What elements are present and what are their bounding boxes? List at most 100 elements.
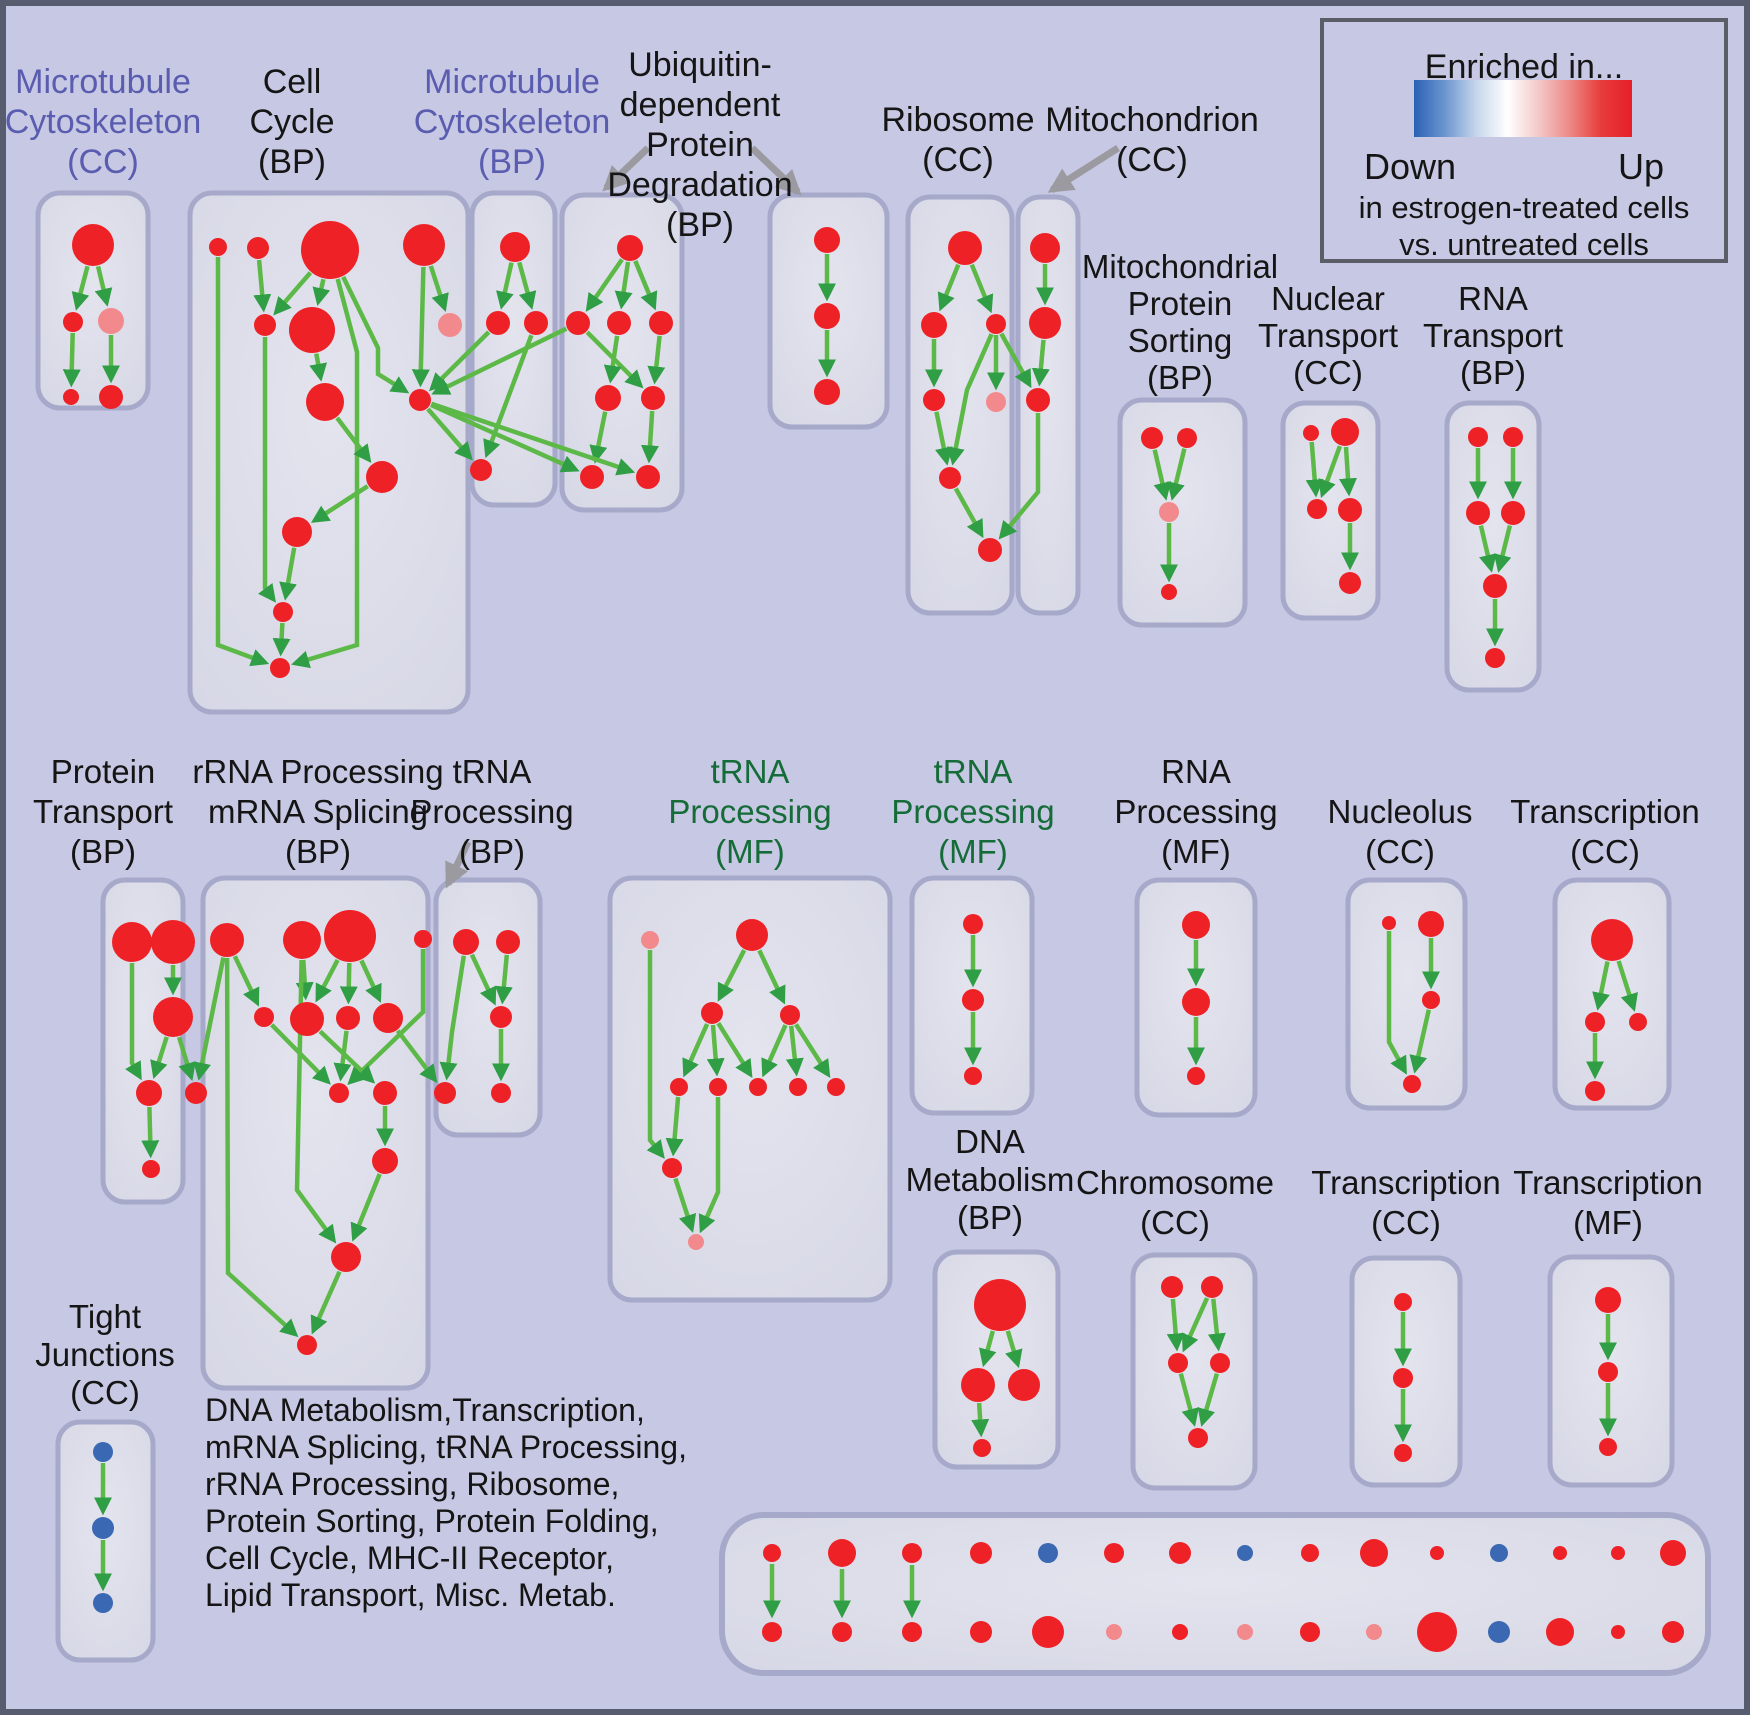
node-cell-cycle-bp-5 xyxy=(289,307,335,353)
node-rrna-bp-7 xyxy=(373,1003,403,1033)
summary-dot-bottom-4 xyxy=(1032,1616,1064,1648)
edge-trna-mf-big-0-9 xyxy=(646,950,665,1159)
legend-gradient-bar xyxy=(1414,80,1632,137)
edge-mitochondrion-cc-1-2 xyxy=(1031,339,1050,387)
node-mito-sorting-1 xyxy=(1177,428,1197,448)
node-microtubule-bp-1 xyxy=(486,311,510,335)
nodes-layer xyxy=(63,221,1686,1652)
edge-nuclear-transport-1-3 xyxy=(1339,446,1357,497)
node-ribosome-cc-3 xyxy=(923,389,945,411)
node-rrna-bp-2 xyxy=(324,910,376,962)
edge-cell-cycle-bp-10-11 xyxy=(279,547,297,601)
edge-trna-mf-big-1-3 xyxy=(757,949,786,1005)
node-cell-cycle-bp-4 xyxy=(254,314,276,336)
node-transcription-cc-1-0 xyxy=(1591,919,1633,961)
edge-ribosome-cc-3-5 xyxy=(934,411,953,466)
node-transcription-cc-2-2 xyxy=(1394,1444,1412,1462)
edge-ubiquitin-bp-1-0-2 xyxy=(614,261,633,310)
node-microtubule-cc-1 xyxy=(63,312,83,332)
summary-dot-bottom-9 xyxy=(1366,1624,1382,1640)
legend-up-label: Up xyxy=(1617,146,1664,187)
node-trna-mf-big-7 xyxy=(789,1078,807,1096)
node-ubiquitin-bp-2-2 xyxy=(814,379,840,405)
node-protein-transport-0 xyxy=(112,922,152,962)
box-rna-transport xyxy=(1444,400,1542,693)
node-chromosome-cc-0 xyxy=(1161,1276,1183,1298)
node-tight-junctions-2 xyxy=(93,1593,113,1613)
edge-trna-mf-big-9-10 xyxy=(673,1177,697,1233)
summary-dot-bottom-7 xyxy=(1237,1624,1253,1640)
gray-callout-arrow-1 xyxy=(749,145,802,196)
edge-trna-mf-big-3-6 xyxy=(761,1024,788,1078)
summary-dot-bottom-2 xyxy=(902,1622,922,1642)
node-chromosome-cc-2 xyxy=(1168,1353,1188,1373)
box-summary-clusters xyxy=(719,1512,1711,1676)
node-cell-cycle-bp-0 xyxy=(209,238,227,256)
node-nuclear-transport-0 xyxy=(1303,425,1319,441)
gray-callout-arrow-0 xyxy=(602,145,651,192)
node-nucleolus-cc-1 xyxy=(1418,911,1444,937)
edge-dna-metabolism-0-1 xyxy=(979,1330,997,1368)
edge-ubiquitin-bp-1-2-4 xyxy=(603,335,622,384)
edge-cell-cycle-bp-5-7 xyxy=(309,353,328,382)
node-tight-junctions-1 xyxy=(92,1517,114,1539)
legend-down-label: Down xyxy=(1364,146,1457,187)
node-trna-bp-4 xyxy=(491,1083,511,1103)
node-mitochondrion-cc-1 xyxy=(1029,307,1061,339)
node-trna-mf-2-2 xyxy=(964,1067,982,1085)
summary-dot-bottom-10 xyxy=(1417,1612,1457,1652)
node-mito-sorting-3 xyxy=(1161,584,1177,600)
node-rna-mf-2 xyxy=(1187,1067,1205,1085)
edge-dna-metabolism-0-2 xyxy=(1005,1330,1023,1369)
node-trna-bp-2 xyxy=(490,1006,512,1028)
edge-chromosome-cc-0-2 xyxy=(1166,1298,1185,1352)
edge-chromosome-cc-1-2 xyxy=(1181,1297,1210,1353)
node-ribosome-cc-0 xyxy=(948,231,982,265)
node-cell-cycle-bp-2 xyxy=(301,221,359,279)
node-cell-cycle-bp-12 xyxy=(270,658,290,678)
edge-chromosome-cc-3-4 xyxy=(1197,1372,1220,1427)
edges-layer xyxy=(62,254,1638,1619)
edge-rna-transport-2-4 xyxy=(1478,525,1497,573)
edge-ubiquitin-bp-1-0-1 xyxy=(585,258,624,312)
edge-cell-cycle-bp-2-4 xyxy=(273,271,313,316)
node-protein-transport-5 xyxy=(142,1160,160,1178)
edge-ribosome-cc-5-6 xyxy=(953,487,984,539)
node-chromosome-cc-3 xyxy=(1210,1353,1230,1373)
node-ribosome-cc-2 xyxy=(986,314,1006,334)
edge-trna-bp-0-2 xyxy=(469,953,497,1006)
edge-rrna-bp-0-4 xyxy=(232,955,260,1007)
edge-microtubule-cc-0-1 xyxy=(71,265,90,311)
edge-trna-mf-big-1-2 xyxy=(717,949,747,1002)
edge-chromosome-cc-1-3 xyxy=(1207,1298,1226,1352)
node-transcription-mf-1 xyxy=(1598,1362,1618,1382)
node-ubiquitin-bp-1-5 xyxy=(641,386,665,410)
node-ubiquitin-bp-1-3 xyxy=(649,311,673,335)
node-nuclear-transport-2 xyxy=(1307,499,1327,519)
edge-rrna-bp-2-6 xyxy=(339,962,358,1005)
node-microtubule-bp-3 xyxy=(470,459,492,481)
box-nucleolus-cc xyxy=(1345,877,1468,1111)
edge-rrna-bp-4-8 xyxy=(270,1023,331,1085)
box-nuclear-transport xyxy=(1280,400,1381,621)
node-transcription-mf-2 xyxy=(1599,1438,1617,1456)
node-rrna-bp-12 xyxy=(297,1335,317,1355)
summary-dot-bottom-0 xyxy=(762,1622,782,1642)
edge-nucleolus-cc-2-3 xyxy=(1409,1009,1431,1074)
node-ribosome-cc-4 xyxy=(986,392,1006,412)
edge-cell-cycle-bp-2-12 xyxy=(291,278,360,669)
edge-trna-mf-big-4-9 xyxy=(665,1096,684,1157)
summary-dot-top-6 xyxy=(1169,1542,1191,1564)
edge-rrna-bp-10-11 xyxy=(350,1173,382,1242)
summary-dot-bottom-5 xyxy=(1106,1624,1122,1640)
node-nuclear-transport-3 xyxy=(1338,498,1362,522)
node-chromosome-cc-4 xyxy=(1188,1428,1208,1448)
edge-transcription-cc-1-0-1 xyxy=(1592,961,1610,1011)
edge-rrna-bp-6-8 xyxy=(333,1030,352,1082)
summary-dot-top-4 xyxy=(1038,1543,1058,1563)
gray-callout-arrow-2 xyxy=(1047,145,1120,193)
box-microtubule-cc xyxy=(35,190,151,411)
node-rna-mf-0 xyxy=(1182,911,1210,939)
node-rrna-bp-0 xyxy=(210,923,244,957)
